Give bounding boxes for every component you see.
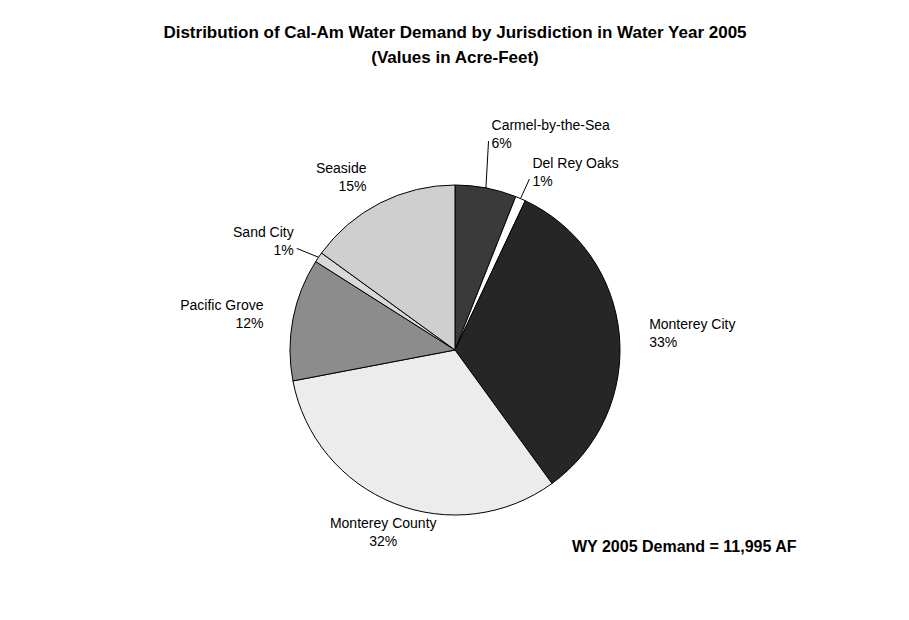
- category-label: Del Rey Oaks: [532, 155, 618, 171]
- data-label: 32%: [369, 533, 397, 549]
- category-label: Carmel-by-the-Sea: [492, 117, 610, 133]
- category-label: Sand City: [233, 224, 294, 240]
- subtitle: (Values in Acre-Feet): [371, 48, 539, 67]
- chart: Distribution of Cal-Am Water Demand by J…: [0, 0, 909, 620]
- slice-label: Sand City 1%: [233, 224, 294, 258]
- pie: [290, 185, 620, 515]
- labels: Carmel-by-the-Sea 6% Del Rey Oaks 1% Montere…: [180, 117, 735, 549]
- slice-label: Monterey County 32%: [330, 515, 437, 549]
- data-label: 1%: [532, 173, 552, 189]
- leader-line: [486, 141, 489, 188]
- slice-label: Carmel-by-the-Sea 6%: [492, 117, 610, 151]
- data-label: 1%: [273, 242, 293, 258]
- slice-label: Pacific Grove 12%: [180, 297, 263, 331]
- category-label: Pacific Grove: [180, 297, 263, 313]
- data-label: 6%: [492, 135, 512, 151]
- category-label: Seaside: [316, 160, 367, 176]
- title: Distribution of Cal-Am Water Demand by J…: [163, 23, 746, 42]
- slice-label: Seaside 15%: [316, 160, 367, 194]
- data-label: 33%: [649, 334, 677, 350]
- data-label: 12%: [235, 315, 263, 331]
- category-label: Monterey City: [649, 316, 735, 332]
- data-label: 15%: [338, 178, 366, 194]
- slice: [322, 185, 455, 350]
- annotation: WY 2005 Demand = 11,995 AF: [572, 538, 797, 555]
- slice-label: Monterey City 33%: [649, 316, 735, 350]
- titles: Distribution of Cal-Am Water Demand by J…: [163, 23, 746, 67]
- leader-line: [297, 248, 319, 257]
- category-label: Monterey County: [330, 515, 437, 531]
- slice-label: Del Rey Oaks 1%: [532, 155, 618, 189]
- slice: [293, 350, 552, 515]
- leader-line: [521, 179, 530, 199]
